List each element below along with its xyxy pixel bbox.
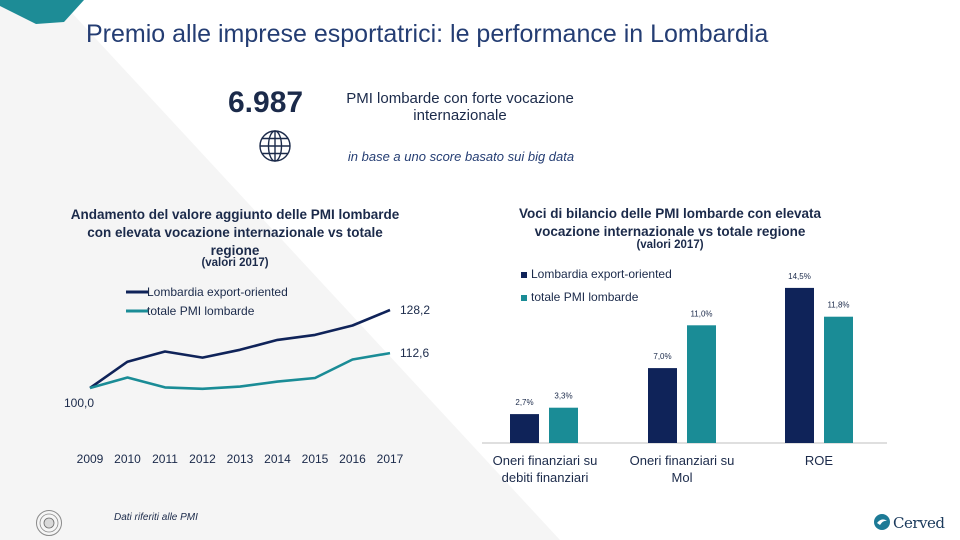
category-label-line: Oneri finanziari su [493, 453, 598, 468]
end-label-lombardia: 128,2 [400, 303, 430, 317]
bar-totale-2 [824, 316, 853, 443]
bar-label-lombardia-2: 14,5% [788, 272, 811, 281]
category-label-line: ROE [805, 453, 834, 468]
category-label-line: Oneri finanziari su [630, 453, 735, 468]
bar-totale-1 [687, 325, 716, 443]
kpi-note: in base a uno score basato sui big data [347, 149, 575, 164]
seal-icon [36, 510, 62, 536]
x-tick-2014: 2014 [264, 452, 291, 466]
legend-label-bar-lombardia: Lombardia export-oriented [531, 267, 672, 281]
kpi-description: PMI lombarde con forte vocazione interna… [346, 90, 574, 124]
bar-label-totale-1: 11,0% [690, 309, 712, 318]
x-tick-2013: 2013 [227, 452, 254, 466]
legend-label-bar-totale: totale PMI lombarde [531, 290, 639, 304]
legend-label-lombardia: Lombardia export-oriented [147, 285, 288, 299]
legend-label-totale: totale PMI lombarde [147, 304, 255, 318]
category-label-2: ROE [805, 453, 834, 468]
corner-accent [0, 0, 84, 24]
bar-lombardia-2 [785, 287, 814, 443]
bar-label-lombardia-0: 2,7% [515, 398, 533, 407]
bar-lombardia-0 [510, 414, 539, 443]
kpi-value: 6.987 [228, 86, 304, 119]
cerved-logo-text: Cerved [893, 514, 945, 532]
bar-lombardia-1 [648, 368, 677, 443]
globe-icon [259, 130, 291, 162]
category-label-line: debiti finanziari [502, 470, 589, 485]
footnote: Dati riferiti alle PMI [114, 512, 198, 523]
x-tick-2017: 2017 [377, 452, 404, 466]
bar-label-totale-0: 3,3% [554, 392, 572, 401]
x-tick-2009: 2009 [77, 452, 104, 466]
bar-label-lombardia-1: 7,0% [653, 352, 671, 361]
x-tick-2010: 2010 [114, 452, 141, 466]
x-tick-2011: 2011 [152, 452, 178, 466]
category-label-0: Oneri finanziari su debiti finanziari [493, 453, 598, 485]
start-label: 100,0 [64, 396, 94, 410]
line-chart-subtitle: (valori 2017) [201, 257, 269, 269]
cerved-logo-icon [874, 514, 890, 530]
page-title: Premio alle imprese esportatrici: le per… [86, 20, 769, 48]
bar-label-totale-2: 11,8% [827, 301, 849, 310]
x-tick-2016: 2016 [339, 452, 366, 466]
legend-swatch-bar-lombardia [521, 272, 527, 278]
legend-swatch-bar-totale [521, 295, 527, 301]
x-tick-2012: 2012 [189, 452, 216, 466]
bar-totale-0 [549, 407, 578, 443]
category-label-line: Mol [672, 470, 693, 485]
end-label-totale: 112,6 [400, 346, 429, 360]
line-chart-title: Andamento del valore aggiunto delle PMI … [70, 207, 400, 258]
category-label-1: Oneri finanziari su Mol [630, 453, 735, 485]
bar-chart-subtitle: (valori 2017) [636, 239, 704, 251]
bar-chart-title: Voci di bilancio delle PMI lombarde con … [518, 206, 822, 239]
x-tick-2015: 2015 [302, 452, 329, 466]
